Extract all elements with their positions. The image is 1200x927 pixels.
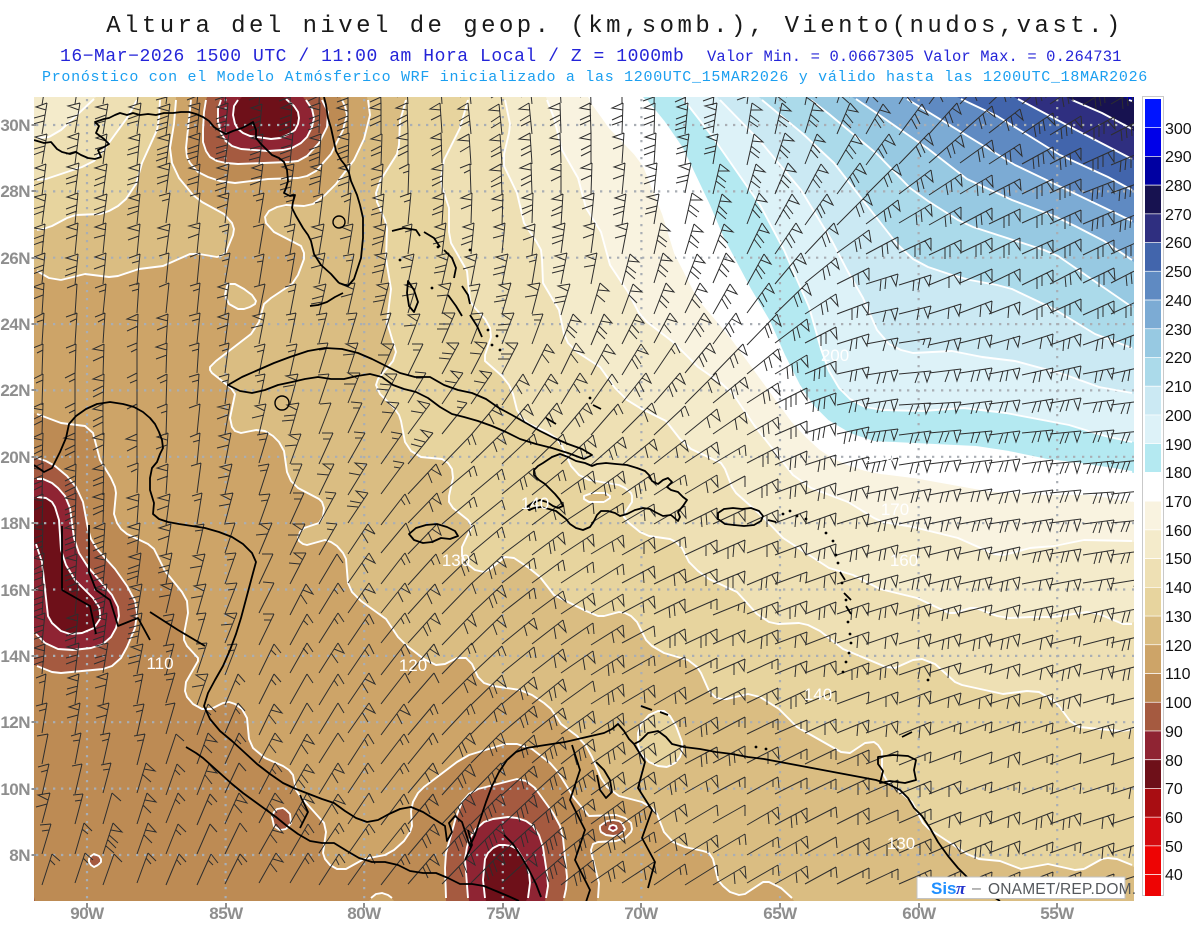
svg-text:200: 200 <box>821 346 849 365</box>
svg-text:18N: 18N <box>0 514 30 533</box>
svg-text:30N: 30N <box>0 116 30 135</box>
svg-text:280: 280 <box>1165 178 1192 195</box>
svg-text:20N: 20N <box>0 448 30 467</box>
svg-text:160: 160 <box>1165 523 1192 540</box>
svg-text:270: 270 <box>1165 207 1192 224</box>
svg-text:130: 130 <box>1165 609 1192 626</box>
svg-text:80: 80 <box>1165 753 1183 770</box>
svg-text:65W: 65W <box>763 904 798 923</box>
svg-text:120: 120 <box>399 656 427 675</box>
svg-text:210: 210 <box>1165 379 1192 396</box>
svg-text:100: 100 <box>1165 695 1192 712</box>
svg-text:85W: 85W <box>209 904 244 923</box>
svg-text:75W: 75W <box>486 904 521 923</box>
svg-text:Valor Min. = 0.0667305 Valor: Valor Min. = 0.0667305 Valor Max. = 0.26… <box>707 48 1122 66</box>
svg-text:110: 110 <box>146 654 173 673</box>
svg-text:90W: 90W <box>70 904 105 923</box>
svg-text:70: 70 <box>1165 781 1183 798</box>
svg-text:Sis: Sis <box>931 879 957 898</box>
svg-text:180: 180 <box>866 446 894 465</box>
svg-text:130: 130 <box>442 551 470 570</box>
svg-text:–: – <box>972 880 981 897</box>
svg-text:26N: 26N <box>0 249 30 268</box>
svg-text:10N: 10N <box>0 780 30 799</box>
svg-text:300: 300 <box>1165 121 1192 138</box>
svg-text:16N: 16N <box>0 581 30 600</box>
svg-text:28N: 28N <box>0 182 30 201</box>
svg-text:190: 190 <box>1165 437 1192 454</box>
svg-text:170: 170 <box>881 500 909 519</box>
svg-text:260: 260 <box>1165 235 1192 252</box>
svg-text:90: 90 <box>1165 724 1183 741</box>
svg-text:250: 250 <box>1165 264 1192 281</box>
svg-text:230: 230 <box>1165 322 1192 339</box>
svg-text:110: 110 <box>1165 666 1191 683</box>
svg-text:240: 240 <box>1165 293 1192 310</box>
svg-text:120: 120 <box>1165 638 1192 655</box>
svg-text:π: π <box>956 879 966 898</box>
svg-text:140: 140 <box>1165 580 1192 597</box>
svg-text:180: 180 <box>1165 465 1192 482</box>
svg-text:70W: 70W <box>624 904 659 923</box>
svg-text:60: 60 <box>1165 810 1183 827</box>
svg-text:140: 140 <box>521 494 549 513</box>
svg-text:24N: 24N <box>0 315 30 334</box>
svg-text:14N: 14N <box>0 647 30 666</box>
svg-text:40: 40 <box>1165 867 1183 884</box>
svg-text:150: 150 <box>1165 551 1192 568</box>
svg-text:200: 200 <box>1165 408 1192 425</box>
svg-text:ONAMET/REP.DOM.: ONAMET/REP.DOM. <box>988 881 1136 898</box>
svg-text:140: 140 <box>804 685 832 704</box>
svg-text:50: 50 <box>1165 839 1183 856</box>
svg-text:60W: 60W <box>902 904 937 923</box>
svg-text:160: 160 <box>890 551 918 570</box>
svg-text:80W: 80W <box>347 904 382 923</box>
svg-text:16−Mar−2026 1500 UTC / 11:00 a: 16−Mar−2026 1500 UTC / 11:00 am Hora Loc… <box>60 47 684 67</box>
svg-text:170: 170 <box>1165 494 1192 511</box>
svg-text:Pronóstico con el Modelo Atmós: Pronóstico con el Modelo Atmósferico WRF… <box>42 69 1148 86</box>
svg-text:22N: 22N <box>0 381 30 400</box>
svg-text:12N: 12N <box>0 713 30 732</box>
svg-text:8N: 8N <box>9 846 30 865</box>
svg-text:130: 130 <box>887 834 915 853</box>
svg-text:55W: 55W <box>1040 904 1075 923</box>
svg-text:290: 290 <box>1165 149 1192 166</box>
svg-text:Altura del nivel de geop. (km,: Altura del nivel de geop. (km,somb.), Vi… <box>106 13 1124 40</box>
svg-text:220: 220 <box>1165 350 1192 367</box>
